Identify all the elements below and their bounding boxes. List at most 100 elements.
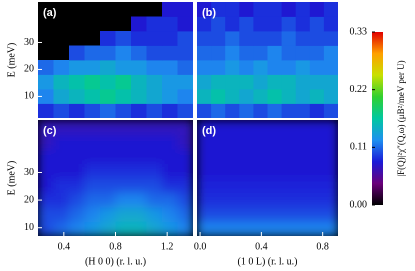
heat-cell bbox=[281, 221, 297, 236]
y-tick-label: 10 bbox=[24, 91, 34, 102]
heat-cell bbox=[211, 31, 226, 46]
heat-cell bbox=[100, 45, 116, 61]
heat-cell bbox=[177, 120, 193, 135]
heat-cell bbox=[84, 103, 101, 118]
x-tick-label: 0.4 bbox=[58, 241, 71, 252]
heat-cell bbox=[323, 89, 338, 104]
heat-cell bbox=[309, 207, 325, 222]
colorbar-tick-label: 0.33 bbox=[350, 26, 368, 37]
heat-cell bbox=[281, 207, 297, 222]
heat-cell bbox=[323, 207, 338, 222]
heat-cell bbox=[295, 207, 311, 222]
heat-cell bbox=[211, 192, 226, 208]
heat-cell bbox=[146, 103, 163, 118]
heat-cell bbox=[131, 89, 147, 104]
x-tick-label: 0.4 bbox=[255, 241, 268, 252]
heat-cell bbox=[100, 178, 116, 193]
heat-cell bbox=[197, 60, 212, 75]
heat-cell bbox=[309, 31, 325, 46]
y-tick-label: 30 bbox=[24, 37, 34, 48]
heat-cell bbox=[281, 134, 297, 150]
heat-cell bbox=[281, 45, 297, 61]
heat-cell bbox=[146, 16, 163, 32]
heat-cell bbox=[162, 60, 178, 75]
heat-cell bbox=[100, 163, 116, 179]
heat-cell bbox=[53, 207, 70, 222]
heat-cell bbox=[309, 221, 325, 236]
heat-cell bbox=[253, 89, 268, 104]
heat-cell bbox=[253, 163, 268, 179]
heat-cell bbox=[38, 103, 54, 118]
heat-cell bbox=[162, 74, 178, 90]
colorbar bbox=[372, 32, 383, 205]
x-axis-label: (1 0 L) (r. l. u.) bbox=[238, 256, 298, 267]
heat-cell bbox=[177, 31, 193, 46]
y-axis-label: E (meV) bbox=[6, 161, 17, 196]
heat-cell bbox=[146, 120, 163, 135]
panel-label: (a) bbox=[43, 7, 57, 19]
heat-cell bbox=[211, 178, 226, 193]
heat-cell bbox=[211, 207, 226, 222]
heat-cell bbox=[267, 103, 282, 118]
heat-cell bbox=[84, 207, 101, 222]
heat-cell bbox=[146, 45, 163, 61]
heat-cell bbox=[323, 60, 338, 75]
heat-cell bbox=[146, 31, 163, 46]
heat-cell bbox=[225, 221, 240, 236]
heat-cell bbox=[197, 103, 212, 118]
heat-cell bbox=[38, 221, 54, 236]
heat-cell bbox=[239, 60, 254, 75]
heat-cell bbox=[253, 2, 268, 17]
y-tick-label: 20 bbox=[24, 194, 34, 205]
x-tick-label: 0.8 bbox=[109, 241, 122, 252]
heat-cell bbox=[323, 31, 338, 46]
heat-cell bbox=[69, 134, 85, 150]
heat-cell bbox=[239, 16, 254, 32]
heat-cell bbox=[309, 103, 325, 118]
heat-cell bbox=[225, 163, 240, 179]
heat-cell bbox=[295, 31, 311, 46]
heat-cell bbox=[115, 89, 132, 104]
heat-cell bbox=[267, 89, 282, 104]
heat-cell bbox=[225, 192, 240, 208]
heat-cell bbox=[53, 89, 70, 104]
heat-cell bbox=[69, 207, 85, 222]
heat-cell bbox=[239, 103, 254, 118]
heat-cell bbox=[267, 120, 282, 135]
heat-cell bbox=[239, 134, 254, 150]
heat-cell bbox=[100, 31, 116, 46]
heat-cell bbox=[239, 149, 254, 164]
heat-cell bbox=[267, 207, 282, 222]
heat-cell bbox=[146, 74, 163, 90]
heat-cell bbox=[323, 192, 338, 208]
y-tick-label: 20 bbox=[24, 64, 34, 75]
heat-cell bbox=[309, 2, 325, 17]
heat-cell bbox=[38, 207, 54, 222]
heat-cell bbox=[295, 178, 311, 193]
heat-cell bbox=[69, 120, 85, 135]
heat-cell bbox=[281, 31, 297, 46]
heat-cell bbox=[267, 31, 282, 46]
heat-cell bbox=[211, 103, 226, 118]
heat-cell bbox=[100, 60, 116, 75]
heat-cell bbox=[84, 221, 101, 236]
heat-cell bbox=[53, 149, 70, 164]
x-tick-label: 0.0 bbox=[194, 241, 207, 252]
y-tick-label: 10 bbox=[24, 222, 34, 233]
heat-cell bbox=[225, 31, 240, 46]
heat-cell bbox=[197, 74, 212, 90]
heat-cell bbox=[225, 16, 240, 32]
heat-cell bbox=[53, 221, 70, 236]
heat-cell bbox=[131, 74, 147, 90]
heat-cell bbox=[295, 149, 311, 164]
heat-cell bbox=[267, 16, 282, 32]
heat-cell bbox=[253, 134, 268, 150]
heat-cell bbox=[323, 103, 338, 118]
heat-cell bbox=[197, 45, 212, 61]
heat-cell bbox=[115, 31, 132, 46]
heat-cell bbox=[239, 120, 254, 135]
heat-cell bbox=[225, 178, 240, 193]
heat-cell bbox=[177, 192, 193, 208]
heat-cell bbox=[309, 120, 325, 135]
